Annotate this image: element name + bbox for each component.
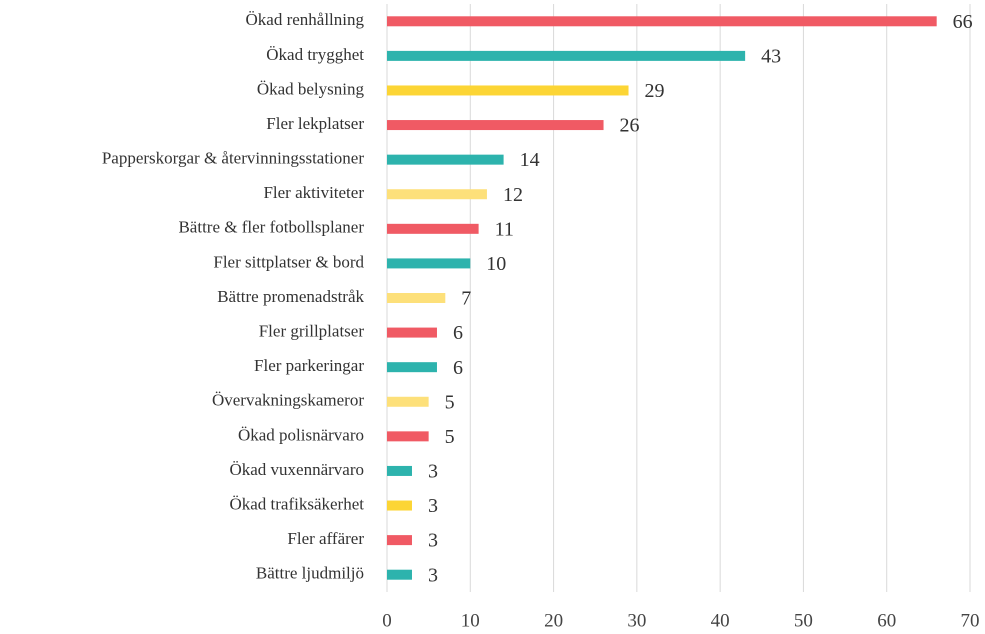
value-label: 7 [461, 288, 471, 310]
bar [387, 120, 604, 131]
value-label: 6 [453, 357, 463, 379]
value-label: 14 [520, 149, 540, 171]
value-label: 12 [503, 184, 523, 206]
y-tick-label: Fler affärer [287, 529, 364, 548]
value-label: 5 [445, 391, 455, 413]
x-tick-label: 0 [382, 610, 392, 631]
y-tick-label: Fler grillplatser [259, 321, 365, 340]
bar [387, 293, 446, 303]
y-tick-label: Ökad vuxennärvaro [229, 460, 364, 479]
x-tick-label: 20 [544, 610, 563, 631]
y-tick-label: Ökad trafiksäkerhet [229, 494, 364, 513]
bar [387, 327, 437, 338]
bar [387, 431, 429, 442]
bar [387, 50, 746, 61]
bar [387, 223, 479, 234]
y-tick-label: Bättre promenadstråk [217, 287, 364, 306]
value-label: 3 [428, 495, 438, 517]
y-tick-label: Bättre & fler fotbollsplaner [178, 218, 364, 237]
y-tick-label: Fler lekplatser [266, 114, 364, 133]
bar [387, 85, 629, 96]
bar [387, 16, 937, 27]
value-label: 3 [428, 564, 438, 586]
y-tick-label: Ökad polisnärvaro [238, 425, 364, 444]
bar [387, 189, 487, 200]
value-label: 43 [761, 45, 781, 67]
y-tick-label: Ökad renhållning [246, 10, 365, 29]
x-tick-label: 70 [961, 610, 980, 631]
x-tick-label: 40 [711, 610, 730, 631]
value-label: 11 [495, 218, 514, 240]
x-tick-label: 30 [627, 610, 646, 631]
bar [387, 154, 504, 165]
value-label: 3 [428, 530, 438, 552]
value-label: 29 [645, 80, 665, 102]
bar [387, 396, 429, 407]
value-label: 6 [453, 322, 463, 344]
value-label: 3 [428, 461, 438, 483]
y-tick-label: Bättre ljudmiljö [256, 564, 364, 583]
bar [387, 569, 412, 580]
y-tick-label: Ökad belysning [257, 79, 365, 98]
bar [387, 500, 412, 511]
y-tick-label: Fler aktiviteter [263, 183, 364, 202]
value-label: 5 [445, 426, 455, 448]
y-tick-label: Ökad trygghet [266, 45, 364, 64]
y-tick-label: Fler parkeringar [254, 356, 364, 375]
bar [387, 465, 412, 476]
value-label: 10 [486, 253, 506, 275]
y-tick-label: Övervakningskameror [212, 391, 364, 410]
x-tick-label: 50 [794, 610, 813, 631]
bar [387, 535, 412, 546]
bar [387, 362, 437, 373]
x-tick-label: 60 [877, 610, 896, 631]
y-tick-label: Papperskorgar & återvinningsstationer [102, 149, 365, 168]
y-tick-label: Fler sittplatser & bord [213, 252, 364, 271]
x-tick-label: 10 [461, 610, 480, 631]
value-label: 26 [620, 115, 640, 137]
value-label: 66 [953, 11, 973, 33]
bar [387, 258, 471, 269]
